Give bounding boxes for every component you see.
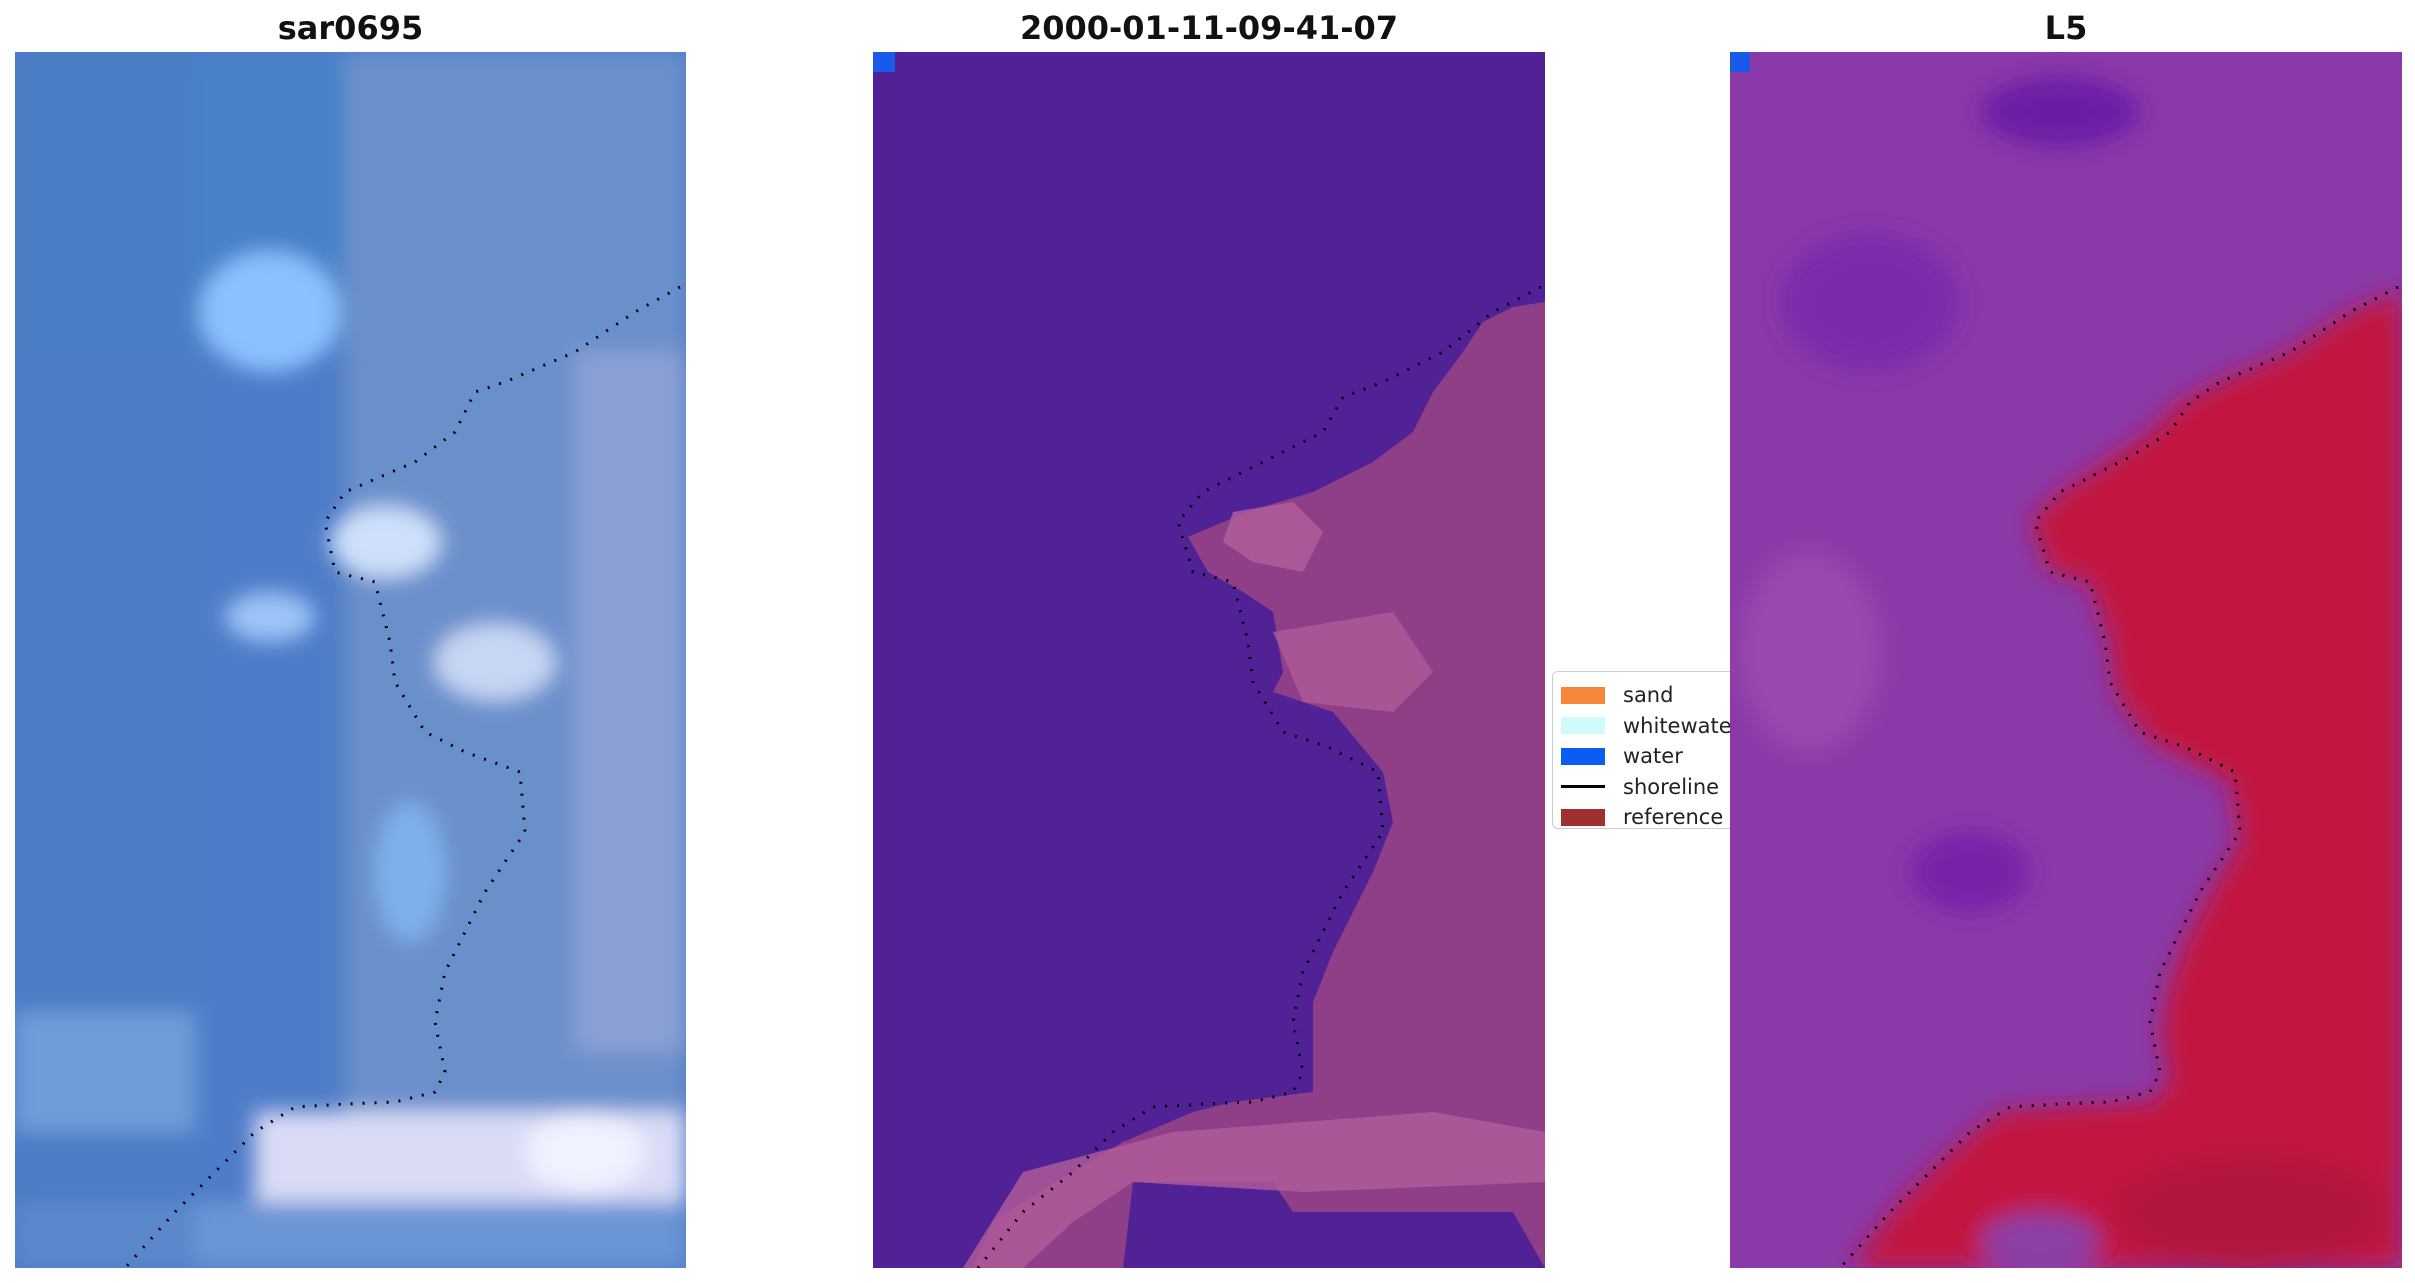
water-pixel-marker — [873, 52, 895, 72]
classified-image — [873, 52, 1545, 1268]
legend-item-whitewater: whitewater — [1561, 711, 1741, 742]
sand-swatch — [1561, 686, 1605, 704]
panel-title-rgb: sar0695 — [277, 9, 424, 47]
legend-item-sand: sand — [1561, 680, 1741, 711]
whitewater-swatch — [1561, 717, 1605, 735]
land-class-area — [973, 302, 1545, 1268]
legend-label: shoreline — [1623, 774, 1720, 799]
shoreline-dots — [1838, 285, 2399, 1268]
legend-item-shoreline: shoreline — [1561, 772, 1741, 803]
legend-item-water: water — [1561, 741, 1741, 772]
legend-label: sand — [1623, 683, 1674, 708]
legend-label: whitewater — [1623, 713, 1741, 738]
classified-image-panel — [873, 52, 1545, 1268]
shoreline-swatch — [1561, 785, 1605, 789]
water-swatch — [1561, 747, 1605, 765]
legend-label: water — [1623, 744, 1683, 769]
index-image — [1730, 52, 2402, 1268]
map-legend: sand whitewater water shoreline referenc… — [1552, 671, 1742, 829]
rgb-image — [15, 52, 686, 1268]
rgb-image-panel — [15, 52, 686, 1268]
index-image-panel — [1730, 52, 2402, 1268]
water-pixel-marker — [1730, 52, 1750, 72]
panel-title-index: L5 — [2044, 9, 2088, 47]
reference-shoreline-swatch — [1561, 808, 1605, 826]
legend-item-reference-shoreline: reference shoreline — [1561, 802, 1741, 829]
legend-label: reference shoreline — [1623, 805, 1741, 829]
panel-title-classified: 2000-01-11-09-41-07 — [1019, 9, 1399, 47]
